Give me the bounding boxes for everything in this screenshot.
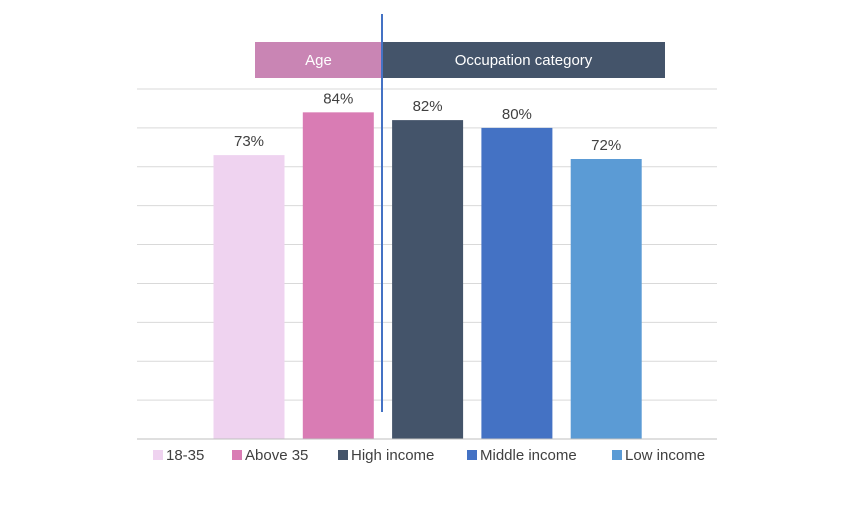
group-headers: Age Occupation category [255,42,665,78]
legend-label: Low income [625,447,705,464]
data-label: 73% [234,133,264,150]
data-label: 82% [413,98,443,115]
legend-label: Above 35 [245,447,308,464]
data-label: 80% [502,106,532,123]
data-label: 72% [591,137,621,154]
legend-label: Middle income [480,447,577,464]
group-header-age [255,42,382,78]
legend-label: 18-35 [166,447,204,464]
legend-swatch [338,450,348,460]
legend: 18-35 Above 35 High income Middle income Low… [153,447,705,464]
legend-label: High income [351,447,434,464]
bars [213,112,642,439]
data-label: 84% [323,90,353,107]
bar-middle-income [481,127,553,439]
legend-swatch [612,450,622,460]
bar-18-35 [213,155,285,439]
bar-high-income [392,120,464,439]
group-header-occupation [382,42,665,78]
bar-above-35 [302,112,374,439]
bar-low-income [570,159,642,439]
group-header-label: Occupation category [455,52,593,69]
group-header-label: Age [305,52,332,69]
legend-swatch [467,450,477,460]
legend-swatch [232,450,242,460]
value-labels: 73% 84% 82% 80% 72% [234,90,621,154]
legend-swatch [153,450,163,460]
